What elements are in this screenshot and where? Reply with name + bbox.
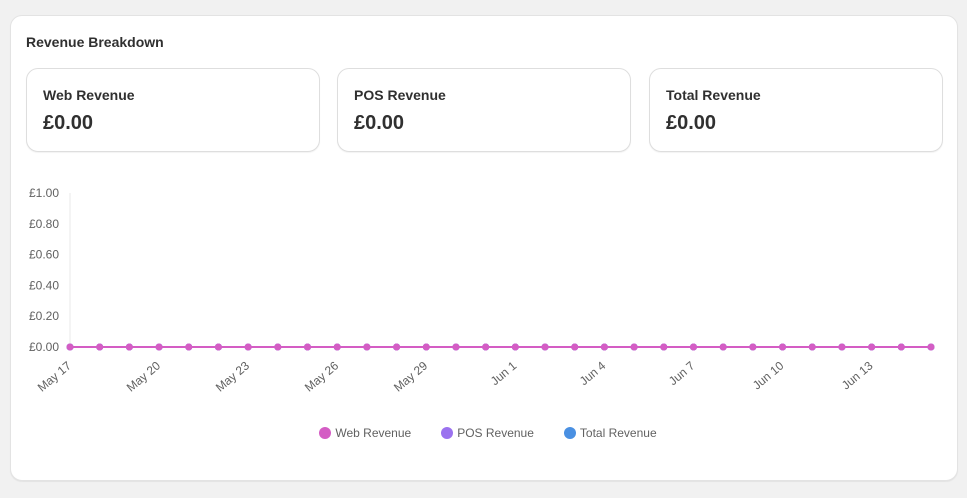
web-revenue-point[interactable] [452, 343, 460, 351]
web-revenue-point[interactable] [96, 343, 104, 351]
stat-label: Web Revenue [43, 87, 135, 103]
web-revenue-point[interactable] [600, 343, 608, 351]
card-title: Revenue Breakdown [26, 34, 164, 50]
web-revenue-point[interactable] [808, 343, 816, 351]
y-tick-label: £0.00 [29, 340, 59, 354]
legend-label: Web Revenue [335, 426, 412, 440]
revenue-breakdown-card: Revenue Breakdown Web Revenue £0.00 POS … [10, 15, 958, 481]
web-revenue-point[interactable] [393, 343, 401, 351]
y-tick-label: £0.60 [29, 248, 59, 262]
web-revenue-stat: Web Revenue £0.00 [26, 68, 320, 152]
x-tick-label: May 26 [302, 358, 341, 394]
x-tick-label: May 23 [213, 358, 252, 394]
x-tick-label: Jun 1 [488, 358, 520, 388]
stat-label: POS Revenue [354, 87, 446, 103]
web-revenue-point[interactable] [630, 343, 638, 351]
web-revenue-point[interactable] [779, 343, 787, 351]
web-revenue-point[interactable] [125, 343, 133, 351]
x-tick-label: Jun 7 [666, 358, 698, 388]
legend-swatch-total [563, 427, 576, 439]
web-revenue-point[interactable] [689, 343, 697, 351]
x-tick-label: Jun 13 [839, 358, 876, 392]
web-revenue-point[interactable] [333, 343, 341, 351]
web-revenue-point[interactable] [571, 343, 579, 351]
legend-item-total[interactable]: Total Revenue [563, 426, 657, 440]
y-tick-label: £0.80 [29, 217, 59, 231]
x-tick-label: Jun 4 [577, 358, 609, 388]
x-tick-label: May 29 [391, 358, 430, 394]
x-tick-label: Jun 10 [750, 358, 787, 392]
web-revenue-point[interactable] [482, 343, 490, 351]
legend-label: POS Revenue [457, 426, 534, 440]
web-revenue-point[interactable] [274, 343, 282, 351]
web-revenue-point[interactable] [749, 343, 757, 351]
web-revenue-point[interactable] [927, 343, 935, 351]
legend-swatch-web [319, 427, 332, 439]
web-revenue-point[interactable] [511, 343, 519, 351]
y-tick-label: £0.20 [29, 309, 59, 323]
total-revenue-stat: Total Revenue £0.00 [649, 68, 943, 152]
pos-revenue-stat: POS Revenue £0.00 [337, 68, 631, 152]
stat-value: £0.00 [666, 112, 717, 134]
web-revenue-point[interactable] [155, 343, 163, 351]
legend-swatch-pos [441, 427, 454, 439]
web-revenue-point[interactable] [719, 343, 727, 351]
legend-label: Total Revenue [579, 426, 657, 440]
web-revenue-point[interactable] [422, 343, 430, 351]
x-tick-label: May 17 [35, 358, 74, 394]
web-revenue-point[interactable] [897, 343, 905, 351]
web-revenue-point[interactable] [541, 343, 549, 351]
y-tick-label: £0.40 [29, 278, 59, 292]
web-revenue-point[interactable] [363, 343, 371, 351]
stat-label: Total Revenue [666, 87, 761, 103]
y-tick-label: £1.00 [29, 186, 59, 200]
chart-legend: Web Revenue POS Revenue Total Revenue [11, 426, 959, 440]
legend-item-web[interactable]: Web Revenue [319, 426, 411, 440]
stat-value: £0.00 [43, 112, 94, 134]
stat-value: £0.00 [354, 112, 405, 134]
web-revenue-point[interactable] [185, 343, 193, 351]
web-revenue-point[interactable] [838, 343, 846, 351]
web-revenue-point[interactable] [66, 343, 74, 351]
web-revenue-point[interactable] [304, 343, 312, 351]
legend-item-pos[interactable]: POS Revenue [441, 426, 534, 440]
x-tick-label: May 20 [124, 358, 163, 394]
web-revenue-point[interactable] [868, 343, 876, 351]
web-revenue-point[interactable] [244, 343, 252, 351]
web-revenue-point[interactable] [660, 343, 668, 351]
revenue-line-chart: £1.00 £0.80 £0.60 £0.40 £0.20 £0.00 May 17 May … [29, 186, 935, 395]
web-revenue-point[interactable] [214, 343, 222, 351]
